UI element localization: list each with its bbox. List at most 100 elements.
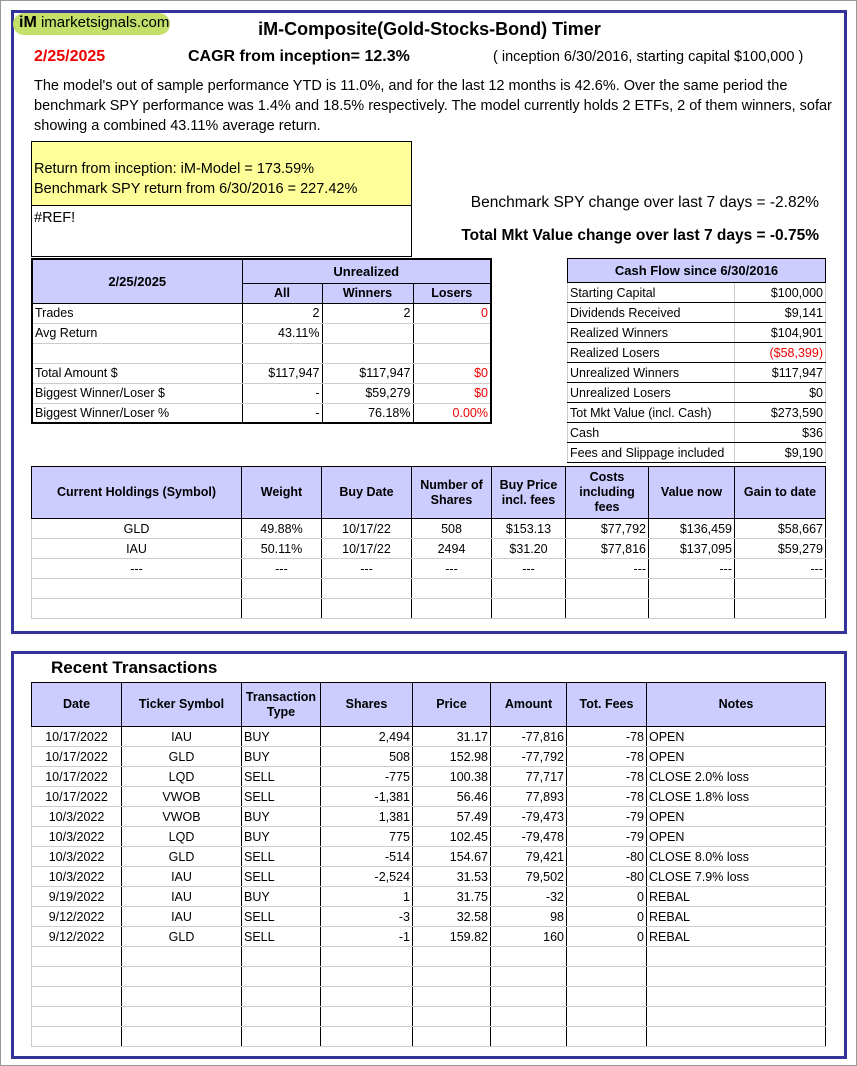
cagr: CAGR from inception= 12.3% xyxy=(188,48,410,65)
holding-cell xyxy=(411,598,492,619)
column-header: Ticker Symbol xyxy=(121,682,242,727)
holding-cell xyxy=(734,578,826,599)
empty-cell xyxy=(412,966,491,987)
value-cell: $104,901 xyxy=(734,322,826,343)
transaction-cell: REBAL xyxy=(646,886,826,907)
value-cell: $36 xyxy=(734,422,826,443)
holding-cell: $58,667 xyxy=(734,518,826,539)
table-row xyxy=(31,342,492,364)
transaction-cell: 10/3/2022 xyxy=(31,866,122,887)
transaction-cell: -79 xyxy=(566,806,647,827)
table-row: Unrealized Winners $117,947 xyxy=(567,362,826,383)
value-cell: 0.00% xyxy=(412,402,492,424)
transaction-cell: 160 xyxy=(490,926,567,947)
transaction-cell: 98 xyxy=(490,906,567,927)
empty-cell xyxy=(646,986,826,1007)
transaction-cell: 77,893 xyxy=(490,786,567,807)
transaction-cell: IAU xyxy=(121,886,242,907)
value-cell: $59,279 xyxy=(321,382,414,404)
transaction-row: 10/3/2022 LQD BUY 775 102.45 -79,478 -79 OPEN xyxy=(31,826,826,847)
table-row: Starting Capital $100,000 xyxy=(567,282,826,303)
transaction-cell: 102.45 xyxy=(412,826,491,847)
empty-cell xyxy=(241,1026,321,1047)
transaction-row: 9/19/2022 IAU BUY 1 31.75 -32 0 REBAL xyxy=(31,886,826,907)
transaction-cell: BUY xyxy=(241,826,321,847)
table-row: Realized Winners $104,901 xyxy=(567,322,826,343)
transaction-cell: -77,792 xyxy=(490,746,567,767)
transaction-cell: -79 xyxy=(566,826,647,847)
unrealized-group-header: Unrealized xyxy=(241,258,492,284)
transaction-cell: IAU xyxy=(121,906,242,927)
cash-flow-table: Cash Flow since 6/30/2016 Starting Capit… xyxy=(567,258,826,463)
transaction-row xyxy=(31,966,826,987)
value-cell: - xyxy=(241,402,323,424)
empty-cell xyxy=(31,1026,122,1047)
column-header: Number of Shares xyxy=(411,466,492,519)
column-header: Amount xyxy=(490,682,567,727)
model-summary-panel xyxy=(11,10,847,634)
transaction-cell: REBAL xyxy=(646,906,826,927)
transaction-cell: 79,502 xyxy=(490,866,567,887)
column-header: Losers xyxy=(412,282,492,304)
transaction-cell: -80 xyxy=(566,846,647,867)
logo-mark: iM xyxy=(19,14,37,31)
holding-cell xyxy=(241,578,322,599)
transaction-cell: 9/19/2022 xyxy=(31,886,122,907)
transaction-cell: GLD xyxy=(121,746,242,767)
holding-row: GLD 49.88% 10/17/22 508 $153.13 $77,792 $136,4… xyxy=(31,518,826,539)
transaction-cell: -80 xyxy=(566,866,647,887)
holding-cell: --- xyxy=(565,558,649,579)
transaction-cell: 10/3/2022 xyxy=(31,826,122,847)
table-row: Cash $36 xyxy=(567,422,826,443)
value-cell: $117,947 xyxy=(321,362,414,384)
empty-cell xyxy=(490,986,567,1007)
transaction-cell: BUY xyxy=(241,726,321,747)
site-logo[interactable]: iM imarketsignals.com xyxy=(13,13,170,35)
column-header: Date xyxy=(31,682,122,727)
holding-cell xyxy=(565,578,649,599)
column-header: Price xyxy=(412,682,491,727)
empty-cell xyxy=(241,966,321,987)
transaction-cell: -1 xyxy=(320,926,413,947)
transaction-cell: GLD xyxy=(121,846,242,867)
empty-cell xyxy=(646,946,826,967)
value-cell: $117,947 xyxy=(241,362,323,384)
holding-cell xyxy=(321,598,412,619)
transaction-cell: 77,717 xyxy=(490,766,567,787)
transaction-cell: -78 xyxy=(566,746,647,767)
transaction-cell: 775 xyxy=(320,826,413,847)
transaction-cell: CLOSE 8.0% loss xyxy=(646,846,826,867)
page-title: iM-Composite(Gold-Stocks-Bond) Timer xyxy=(258,19,601,39)
empty-cell xyxy=(320,986,413,1007)
empty-cell xyxy=(490,946,567,967)
transaction-cell: -79,478 xyxy=(490,826,567,847)
empty-cell xyxy=(566,946,647,967)
row-label: Unrealized Losers xyxy=(567,382,735,403)
column-header: Tot. Fees xyxy=(566,682,647,727)
transaction-cell: SELL xyxy=(241,766,321,787)
transaction-cell: BUY xyxy=(241,886,321,907)
column-header: Costs including fees xyxy=(565,466,649,519)
transaction-cell: 9/12/2022 xyxy=(31,926,122,947)
transaction-cell: 2,494 xyxy=(320,726,413,747)
transaction-cell: 31.75 xyxy=(412,886,491,907)
value-cell xyxy=(241,342,323,364)
holding-cell: --- xyxy=(31,558,242,579)
row-label xyxy=(31,342,243,364)
column-header: All xyxy=(241,282,323,304)
transaction-cell: GLD xyxy=(121,926,242,947)
transactions-title: Recent Transactions xyxy=(51,658,218,677)
empty-cell xyxy=(320,1006,413,1027)
holding-cell xyxy=(31,578,242,599)
value-cell: 76.18% xyxy=(321,402,414,424)
transactions-table: Date Ticker Symbol Transaction Type Shares P… xyxy=(31,682,826,1047)
transaction-cell: 10/17/2022 xyxy=(31,766,122,787)
value-cell: $100,000 xyxy=(734,282,826,303)
holding-cell xyxy=(411,578,492,599)
holding-cell xyxy=(241,598,322,619)
holding-row: --- --- --- --- --- --- --- --- xyxy=(31,558,826,579)
empty-cell xyxy=(566,986,647,1007)
transaction-cell: CLOSE 1.8% loss xyxy=(646,786,826,807)
transaction-cell: VWOB xyxy=(121,806,242,827)
empty-cell xyxy=(121,1006,242,1027)
